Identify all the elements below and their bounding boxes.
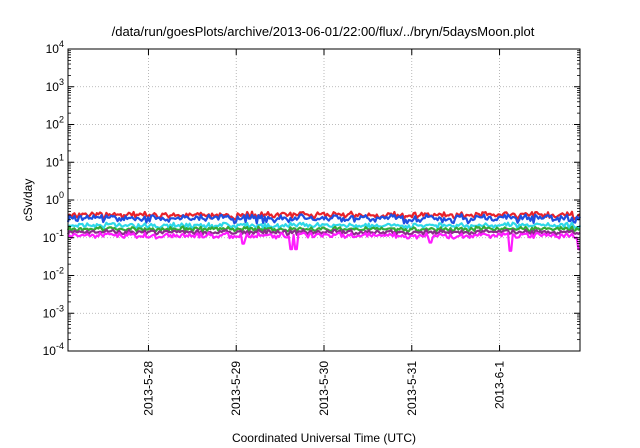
- x-tick-label: 2013-6-1: [493, 361, 507, 409]
- y-tick-label: 101: [46, 152, 64, 169]
- series-line: [67, 231, 580, 252]
- y-tick-label: 102: [46, 115, 64, 132]
- y-tick-label: 10-3: [43, 303, 64, 320]
- x-tick-label: 2013-5-31: [405, 361, 419, 416]
- series-line: [67, 210, 581, 221]
- y-tick-label: 10-1: [43, 228, 64, 245]
- y-axis-label: cSv/day: [21, 179, 35, 222]
- grid: [68, 49, 580, 351]
- x-tick-label: 2013-5-28: [141, 361, 155, 416]
- x-tick-label: 2013-5-30: [317, 361, 331, 416]
- x-tick-label: 2013-5-29: [229, 361, 243, 416]
- series-group: [66, 210, 582, 252]
- series-line: [67, 221, 582, 231]
- y-tick-label: 10-4: [43, 341, 64, 358]
- y-tick-label: 103: [46, 77, 64, 94]
- y-tick-label: 104: [46, 39, 64, 56]
- series-line: [67, 225, 581, 234]
- y-tick-label: 100: [46, 190, 64, 207]
- series-line: [66, 213, 581, 225]
- x-axis: 2013-5-28 2013-5-29 2013-5-30 2013-5-31 2013…: [141, 49, 507, 416]
- y-axis: 10-4 10-3 10-2 10-1 100 101 102 103 104: [43, 39, 580, 358]
- chart-title: /data/run/goesPlots/archive/2013-06-01/2…: [112, 24, 535, 39]
- y-tick-label: 10-2: [43, 266, 64, 283]
- x-axis-label: Coordinated Universal Time (UTC): [232, 431, 416, 445]
